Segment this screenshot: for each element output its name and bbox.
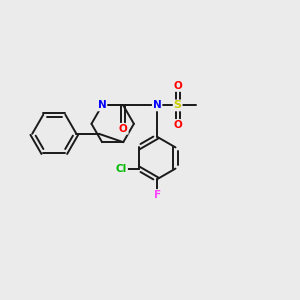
Text: N: N	[153, 100, 161, 110]
Text: N: N	[98, 100, 106, 110]
Text: Cl: Cl	[116, 164, 127, 174]
Text: S: S	[174, 100, 182, 110]
Text: O: O	[173, 81, 182, 91]
Text: F: F	[154, 190, 161, 200]
Text: O: O	[173, 120, 182, 130]
Text: O: O	[119, 124, 128, 134]
